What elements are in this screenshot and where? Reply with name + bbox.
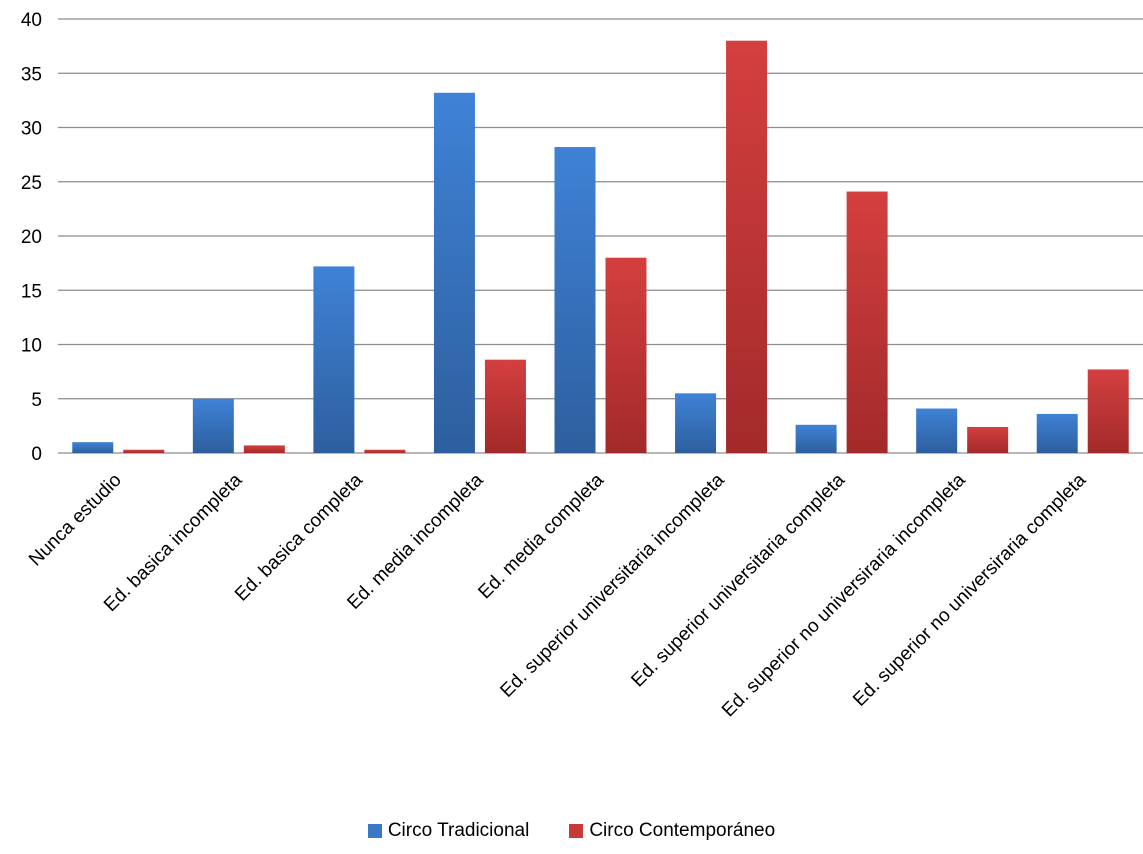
bar-series-1-category-9 [1036, 413, 1078, 453]
x-tick-label-5: Ed. media completa [474, 469, 608, 603]
bar-series-2-category-3 [364, 449, 406, 453]
y-tick-label-20: 20 [21, 227, 42, 248]
x-tick-label-4: Ed. media incompleta [343, 469, 487, 613]
x-tick-label-9: Ed. superior no universiraria completa [849, 469, 1090, 710]
bar-series-2-category-6 [726, 40, 768, 453]
legend-label-series-1: Circo Tradicional [387, 820, 530, 841]
legend-item-series-1: Circo Tradicional [367, 820, 530, 842]
bar-series-1-category-4 [433, 92, 475, 453]
bar-series-2-category-8 [967, 426, 1009, 453]
bar-series-2-category-5 [605, 257, 647, 453]
bar-series-1-category-1 [72, 442, 114, 453]
bars [72, 40, 1129, 453]
x-tick-label-3: Ed. basica completa [231, 469, 367, 605]
bar-series-2-category-4 [484, 359, 526, 453]
bar-series-2-category-2 [243, 445, 285, 453]
y-axis-tick-labels: 0 5 10 15 20 25 30 35 40 [21, 10, 42, 465]
x-tick-label-7: Ed. superior universitaria completa [627, 469, 849, 691]
bar-series-1-category-3 [313, 266, 355, 453]
x-tick-label-8: Ed. superior no universiraria incompleta [718, 469, 970, 721]
y-tick-label-30: 30 [21, 119, 42, 140]
y-tick-label-40: 40 [21, 10, 42, 31]
legend-item-series-2: Circo Contemporáneo [569, 820, 775, 842]
bar-series-1-category-7 [795, 424, 837, 453]
bar-series-1-category-2 [192, 398, 234, 453]
y-tick-label-5: 5 [31, 390, 42, 411]
bar-series-2-category-9 [1087, 369, 1129, 453]
bar-series-2-category-7 [846, 191, 888, 453]
y-tick-label-15: 15 [21, 281, 42, 302]
x-tick-label-2: Ed. basica incompleta [100, 469, 247, 616]
legend: Circo Tradicional Circo Contemporáneo [0, 820, 1143, 842]
legend-swatch-series-2 [569, 824, 584, 838]
bar-series-1-category-6 [675, 393, 717, 453]
bar-series-2-category-1 [123, 449, 165, 453]
y-tick-label-0: 0 [31, 444, 42, 465]
gridlines [58, 18, 1143, 454]
x-tick-label-6: Ed. superior universitaria incompleta [496, 469, 728, 701]
y-tick-label-25: 25 [21, 173, 42, 194]
legend-label-series-2: Circo Contemporáneo [589, 820, 776, 841]
y-tick-label-10: 10 [21, 336, 42, 357]
x-tick-label-1: Nunca estudio [25, 470, 126, 571]
bar-series-1-category-5 [554, 147, 596, 453]
legend-swatch-series-1 [367, 824, 382, 838]
y-tick-label-35: 35 [21, 64, 42, 85]
bar-series-1-category-8 [916, 408, 958, 453]
